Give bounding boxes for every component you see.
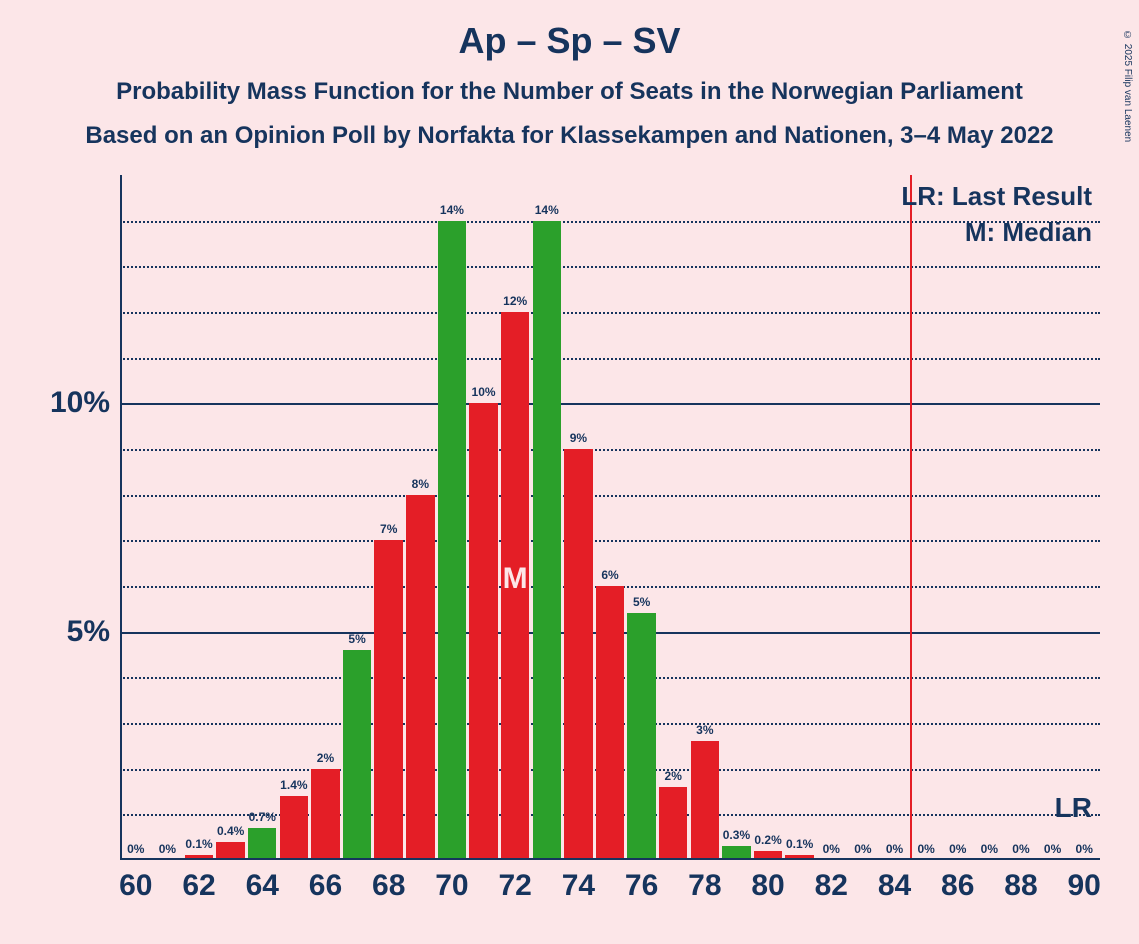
chart-subtitle-2: Based on an Opinion Poll by Norfakta for… (0, 122, 1139, 150)
bar-value-label: 0.1% (185, 837, 212, 851)
x-axis-label: 76 (625, 869, 658, 903)
bar (374, 540, 402, 860)
copyright-text: © 2025 Filip van Laenen (1122, 30, 1133, 142)
last-result-label: LR (1055, 792, 1092, 824)
x-axis-label: 62 (182, 869, 215, 903)
gridline-minor (120, 540, 1100, 542)
bar-value-label: 0% (1012, 842, 1029, 856)
y-axis (120, 175, 122, 860)
bar-value-label: 0.4% (217, 824, 244, 838)
y-axis-label: 5% (67, 615, 110, 649)
gridline-minor (120, 449, 1100, 451)
bar-value-label: 0% (823, 842, 840, 856)
bar (564, 449, 592, 860)
bar (659, 787, 687, 860)
bar-value-label: 0% (159, 842, 176, 856)
chart-plot-area: 5%10%0%0%0.1%0.4%0.7%1.4%2%5%7%8%14%10%1… (120, 175, 1100, 860)
chart-title: Ap – Sp – SV (0, 20, 1139, 62)
bar-value-label: 0.7% (249, 810, 276, 824)
bar (311, 769, 339, 860)
chart-subtitle-1: Probability Mass Function for the Number… (0, 78, 1139, 106)
bar (406, 495, 434, 860)
median-marker: M (503, 562, 528, 596)
bar-value-label: 0% (949, 842, 966, 856)
x-axis-label: 60 (119, 869, 152, 903)
gridline-minor (120, 495, 1100, 497)
bar-value-label: 10% (472, 385, 496, 399)
bar-value-label: 0% (981, 842, 998, 856)
x-axis-label: 82 (815, 869, 848, 903)
bar-value-label: 1.4% (280, 778, 307, 792)
bar-value-label: 0% (854, 842, 871, 856)
x-axis-label: 66 (309, 869, 342, 903)
y-axis-label: 10% (50, 386, 110, 420)
gridline-major (120, 403, 1100, 405)
bar-value-label: 3% (696, 723, 713, 737)
gridline-minor (120, 358, 1100, 360)
bar (248, 828, 276, 860)
bar (533, 221, 561, 860)
x-axis-label: 70 (435, 869, 468, 903)
legend-median: M: Median (965, 217, 1092, 248)
gridline-minor (120, 266, 1100, 268)
bar-value-label: 5% (633, 595, 650, 609)
x-axis-label: 68 (372, 869, 405, 903)
bar-value-label: 0.1% (786, 837, 813, 851)
last-result-line (910, 175, 912, 860)
bar-value-label: 5% (348, 632, 365, 646)
x-axis-label: 90 (1068, 869, 1101, 903)
bar-value-label: 9% (570, 431, 587, 445)
bar (691, 741, 719, 860)
x-axis-label: 84 (878, 869, 911, 903)
bar-value-label: 12% (503, 294, 527, 308)
gridline-minor (120, 221, 1100, 223)
x-axis (120, 858, 1100, 860)
bar (438, 221, 466, 860)
bar-value-label: 2% (317, 751, 334, 765)
x-axis-label: 72 (498, 869, 531, 903)
bar-value-label: 0% (1076, 842, 1093, 856)
x-axis-label: 74 (562, 869, 595, 903)
bar-value-label: 0.3% (723, 828, 750, 842)
bar (343, 650, 371, 860)
bar-value-label: 14% (535, 203, 559, 217)
x-axis-label: 80 (751, 869, 784, 903)
bar-value-label: 8% (412, 477, 429, 491)
x-axis-label: 88 (1004, 869, 1037, 903)
bar-value-label: 0% (886, 842, 903, 856)
bar (596, 586, 624, 860)
bar-value-label: 0.2% (754, 833, 781, 847)
bar-value-label: 7% (380, 522, 397, 536)
x-axis-label: 78 (688, 869, 721, 903)
bar-value-label: 0% (917, 842, 934, 856)
bar-value-label: 2% (665, 769, 682, 783)
bar (280, 796, 308, 860)
bar (469, 403, 497, 860)
bar-value-label: 14% (440, 203, 464, 217)
bar-value-label: 0% (127, 842, 144, 856)
bar-value-label: 0% (1044, 842, 1061, 856)
x-axis-label: 86 (941, 869, 974, 903)
x-axis-label: 64 (246, 869, 279, 903)
legend-last-result: LR: Last Result (901, 181, 1092, 212)
bar (627, 613, 655, 860)
gridline-minor (120, 312, 1100, 314)
bar-value-label: 6% (601, 568, 618, 582)
